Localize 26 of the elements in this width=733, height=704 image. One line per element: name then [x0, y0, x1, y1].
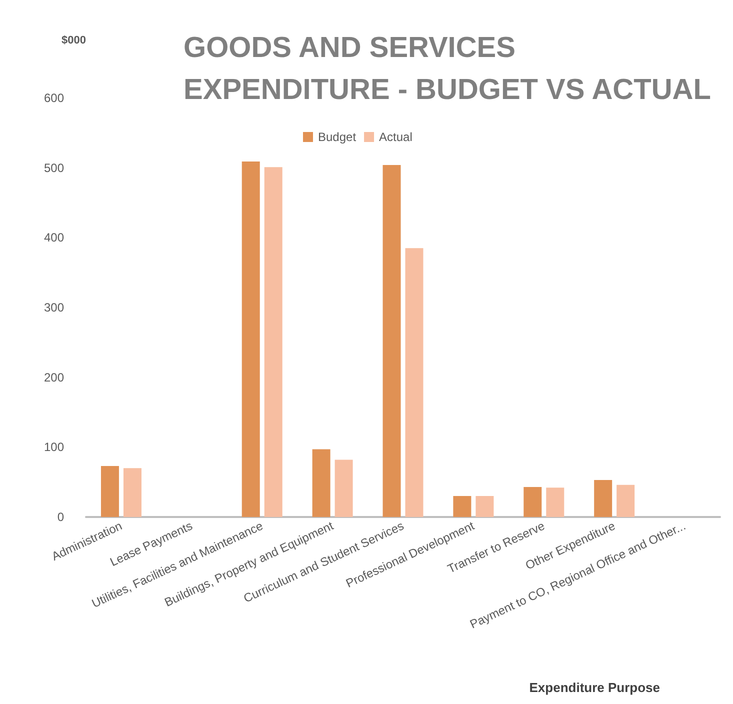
bar: [123, 468, 142, 517]
y-tick-label: 300: [44, 300, 64, 314]
legend-label: Actual: [379, 130, 412, 144]
bar: [594, 480, 612, 517]
y-tick-label: 500: [44, 160, 64, 175]
bar: [524, 486, 542, 517]
legend-label: Budget: [318, 130, 357, 144]
y-tick-label: 400: [44, 230, 64, 245]
bar: [616, 484, 635, 517]
y-axis-title: $000: [62, 34, 86, 46]
x-axis-title: Expenditure Purpose: [529, 680, 660, 695]
bar: [264, 167, 282, 517]
bar: [476, 496, 494, 517]
bar: [242, 162, 260, 517]
y-tick-label: 200: [44, 370, 64, 384]
bar: [312, 449, 330, 517]
chart-title: GOODS AND SERVICES EXPENDITURE - BUDGET VS ACTUAL: [184, 32, 711, 106]
bar: [546, 488, 564, 517]
bar: [382, 165, 401, 517]
bar: [100, 466, 119, 517]
bar: [334, 460, 353, 517]
bar: [405, 248, 424, 517]
y-tick-label: 600: [44, 91, 64, 105]
y-tick-label: 0: [57, 510, 64, 524]
bar: [453, 496, 472, 517]
y-tick-label: 100: [44, 440, 64, 454]
